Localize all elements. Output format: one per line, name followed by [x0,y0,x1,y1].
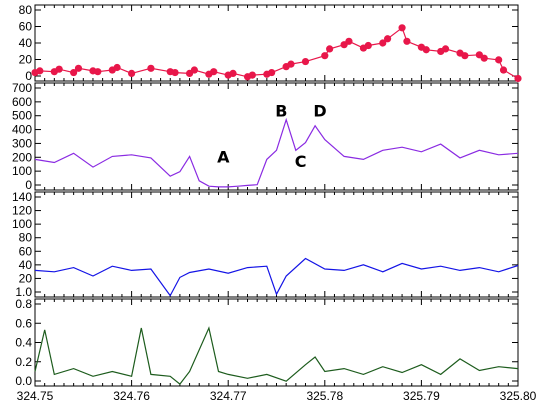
y-tick-label: 20 [19,53,33,67]
data-point [326,45,334,53]
y-tick-label: 140 [12,190,32,204]
annotation-d: D [313,102,326,121]
y-tick-label: 0 [25,69,32,83]
data-point [287,60,295,68]
y-tick-label: 0.8 [15,297,32,311]
data-point [383,35,392,43]
x-tick-label: 324.77 [210,389,247,403]
panel-frame [34,191,519,298]
data-point [268,68,276,77]
x-tick-label: 325.80 [500,389,537,403]
series-line [34,26,519,80]
data-point [74,64,83,72]
series-line [34,257,519,297]
x-tick-label: 325.78 [306,389,343,403]
data-point [461,52,469,60]
y-tick-label: 300 [12,136,32,150]
data-point [248,71,256,79]
annotation-b: B [275,102,287,121]
data-point [495,56,503,64]
annotation-c: C [295,152,307,171]
y-tick-label: 80 [19,3,33,17]
annotation-a: A [217,147,230,166]
y-tick-label: 200 [12,150,32,164]
x-tick-label: 324.76 [113,389,150,403]
y-tick-label: 80 [19,231,33,245]
data-point [398,24,406,32]
data-point [403,37,411,45]
data-point [70,68,78,77]
series-line [34,326,519,385]
data-point [55,65,63,73]
y-tick-label: 0.4 [15,336,32,350]
data-point [499,66,508,74]
y-tick-label: 20 [19,271,33,285]
x-tick-label: 324.75 [17,389,54,403]
data-point [321,52,329,60]
data-point [113,63,121,72]
data-point [128,69,136,77]
y-tick-label: 0 [25,178,32,192]
data-point [422,46,430,54]
y-tick-label: 40 [19,258,33,272]
data-point [210,68,218,76]
data-point [147,64,155,72]
y-tick-label: 500 [12,109,32,123]
y-tick-label: 40 [19,36,33,50]
y-tick-label: 1.0 [15,285,32,299]
data-point [94,68,102,76]
y-tick-label: 60 [19,20,33,34]
data-point [480,54,488,62]
panel-1: 0 20 40 60 80 [19,3,522,83]
data-point [345,37,353,45]
y-tick-label: 700 [12,81,32,95]
y-tick-label: 60 [19,244,33,258]
data-point [441,45,450,53]
panel-frame [34,4,519,82]
y-tick-label: 0.0 [15,374,32,388]
y-tick-label: 400 [12,123,32,137]
y-tick-label: 100 [12,217,32,231]
data-point [190,66,198,74]
data-point [364,41,372,50]
data-point [514,74,522,83]
x-tick-label: 325.79 [403,389,440,403]
series-line [34,117,519,188]
y-tick-label: 120 [12,204,32,218]
data-point [171,68,179,77]
y-tick-label: 0.2 [15,355,32,369]
panels: 0204060800100200300400500600700ABCD1.020… [12,3,537,403]
y-tick-label: 100 [12,164,32,178]
panel-frame [34,82,519,191]
data-point [379,39,387,47]
data-point [36,67,44,75]
data-point [301,57,310,66]
data-point [229,69,237,77]
y-tick-label: 600 [12,95,32,109]
panel-4: 0.0 0.2 0.4 0.6 0.8 324.75 324.76 324.77 325.78 3… [15,297,536,403]
y-tick-label: 0.6 [15,316,32,330]
